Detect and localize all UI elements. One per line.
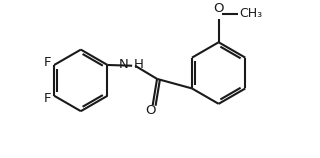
Text: O: O (145, 104, 156, 117)
Text: CH₃: CH₃ (239, 7, 262, 20)
Text: F: F (44, 56, 52, 69)
Text: O: O (213, 2, 224, 15)
Text: H: H (134, 58, 143, 71)
Text: N: N (119, 58, 129, 71)
Text: F: F (44, 92, 52, 105)
